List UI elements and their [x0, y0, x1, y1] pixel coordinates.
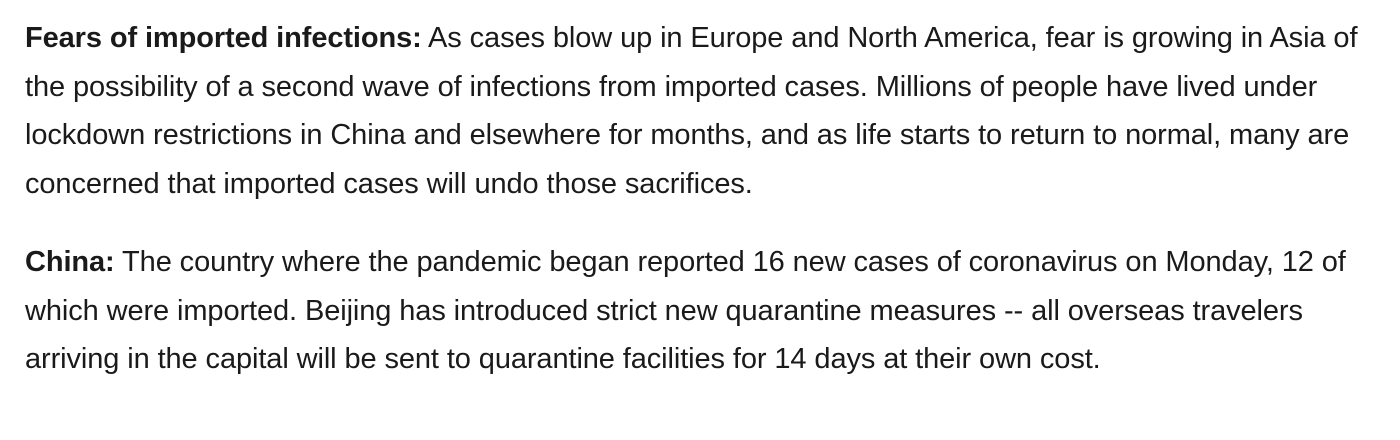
paragraph-text: The country where the pandemic began rep…	[25, 246, 1346, 375]
paragraph-imported-infections: Fears of imported infections: As cases b…	[25, 14, 1380, 208]
paragraph-lead: China:	[25, 246, 115, 278]
paragraph-china: China: The country where the pandemic be…	[25, 238, 1380, 384]
article-body: Fears of imported infections: As cases b…	[25, 14, 1380, 414]
paragraph-lead: Fears of imported infections:	[25, 22, 422, 54]
paragraph-text: As cases blow up in Europe and North Ame…	[25, 22, 1358, 200]
